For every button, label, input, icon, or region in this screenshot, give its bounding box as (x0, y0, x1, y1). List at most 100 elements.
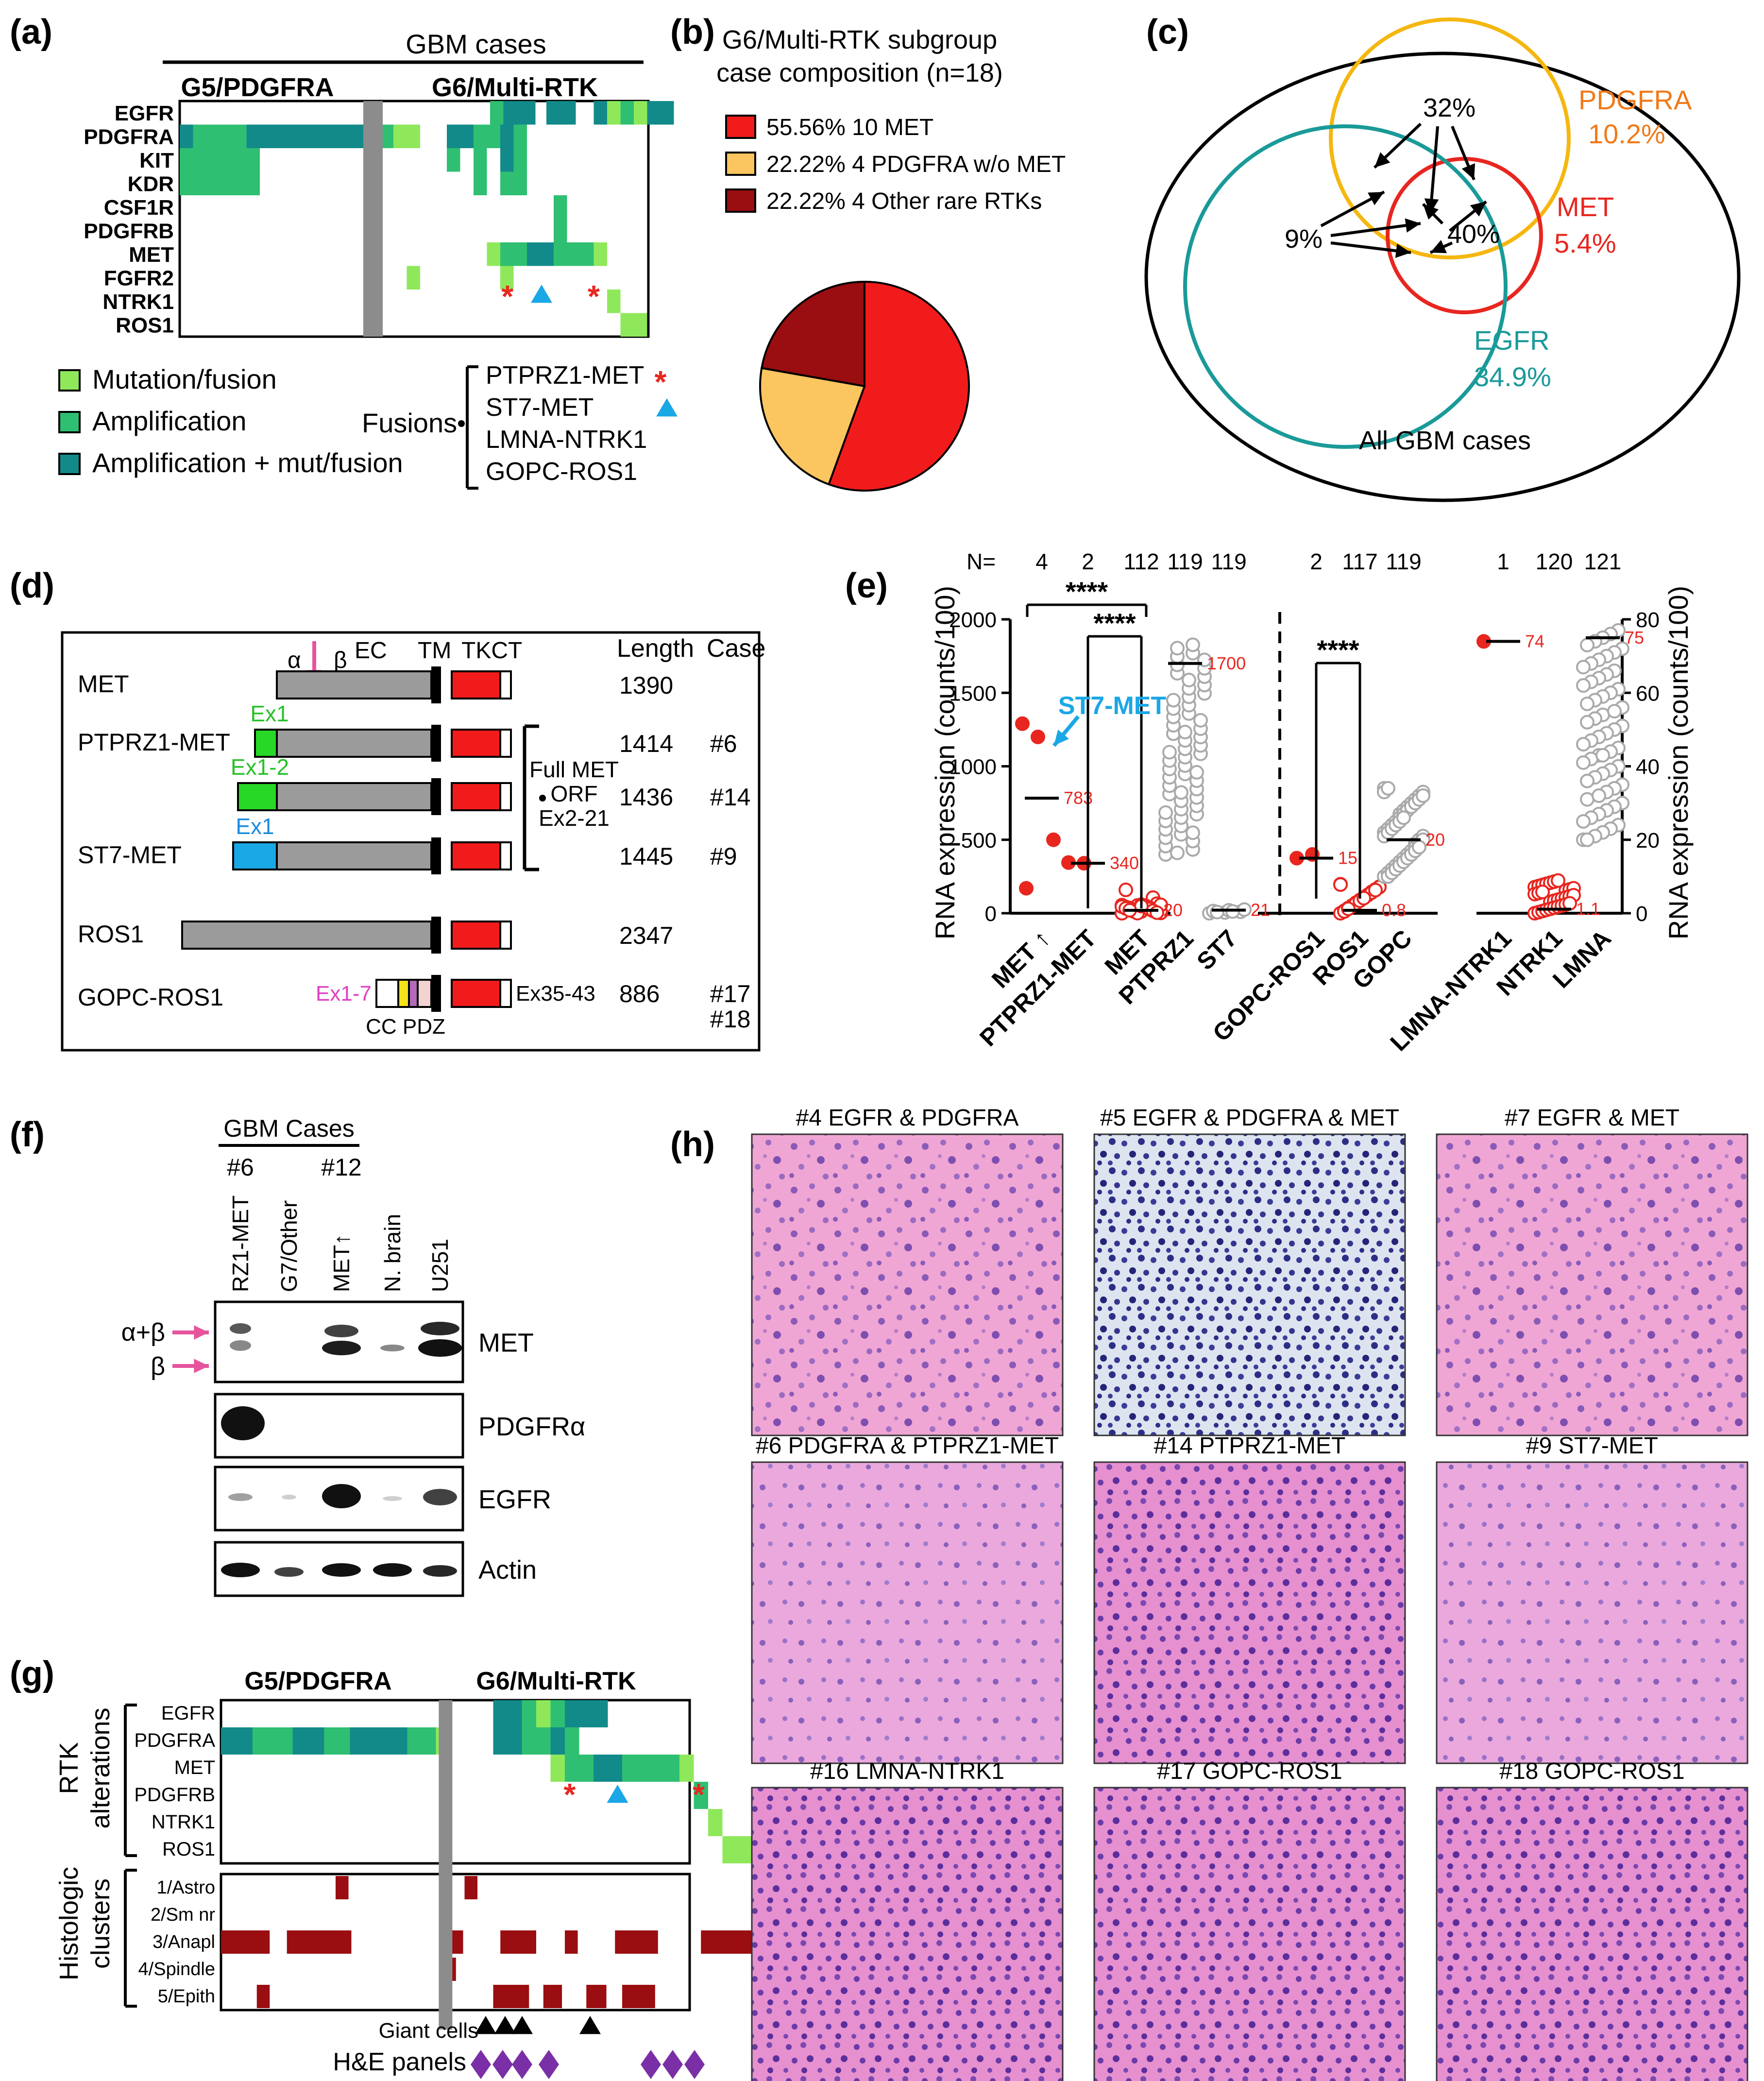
f-band-egfr (423, 1489, 457, 1505)
g-cell-PDGFRA (536, 1727, 551, 1755)
a-cell-PDGFRA (193, 124, 206, 148)
e-dot-gopc (1416, 788, 1430, 803)
e-dot-st7 (1210, 904, 1224, 920)
g-hist-label: Histologic (54, 1867, 84, 1980)
f-band-met (230, 1340, 251, 1351)
b-legend-swatch (725, 188, 756, 213)
c-arrow-32-head (1461, 163, 1476, 180)
d-gopc-ct (499, 979, 512, 1008)
g-cell-ROS1 (722, 1836, 737, 1863)
e-dot-ptprz1 (1170, 641, 1185, 656)
e-dot-ptprz1 (1178, 725, 1192, 740)
d-row-length: 1390 (619, 672, 673, 699)
e-ylabel-right: RNA expression (counts/100) (1663, 586, 1694, 939)
g-giant-cell-marker (579, 2016, 601, 2034)
e-median-label: 20 (1425, 830, 1445, 850)
e-dot-lmna (1576, 814, 1591, 829)
a-header: GBM cases (406, 29, 546, 59)
d-bar-ptprz1-met-6-ct (499, 729, 512, 758)
g-he-panel-marker (492, 2050, 513, 2079)
e-ticklabel-left: 1000 (949, 755, 997, 779)
e-dot-ptprz1 (1182, 672, 1196, 687)
g-giant-cell-marker (475, 2016, 496, 2034)
e-dot-gopc (1396, 810, 1411, 825)
a-cell-KDR (180, 171, 193, 195)
d-domain-tkct: TKCT (461, 638, 522, 664)
g-cell-PDGFRA (422, 1727, 436, 1755)
a-cell-KDR (193, 171, 206, 195)
d-gopc-link (417, 979, 432, 1008)
d-gopc-pdz (408, 979, 419, 1008)
g-cluster-row-label: 4/Spindle (138, 1959, 215, 1979)
a-cell-EGFR (546, 101, 576, 125)
g-cell-NTRK1 (708, 1809, 723, 1836)
a-cell-EGFR (634, 101, 647, 125)
f-blot-label: PDGFRα (478, 1412, 585, 1441)
c-arrow-32-head (1374, 152, 1391, 168)
panel-label-h: (h) (670, 1125, 715, 1164)
a-gene-label: EGFR (115, 102, 174, 125)
g-cell-MET (622, 1755, 637, 1782)
f-lane-label: MET↑ (329, 1234, 354, 1292)
a-legend-triangle (656, 398, 678, 417)
d-bar-met-ct (499, 670, 512, 699)
g-cell-MET (565, 1755, 579, 1782)
b-pie-slice-2 (760, 280, 865, 388)
g-cell-PDGFRA (522, 1727, 536, 1755)
f-band-actin (221, 1563, 260, 1577)
d-row-case: #6 (710, 730, 737, 757)
h-panel-title: #6 PDGFRA & PTPRZ1-MET (756, 1433, 1059, 1459)
a-cell-MET (513, 242, 527, 266)
h-he-image (1436, 1787, 1748, 2081)
a-cell-KIT (447, 148, 460, 172)
d-gopc-kinase (451, 979, 501, 1008)
d-bracket-label: Full MET (529, 757, 619, 782)
d-row-name: ST7-MET (78, 841, 182, 869)
f-band-met (380, 1345, 405, 1351)
d-header-case: Case (707, 634, 765, 663)
panel-label-b: (b) (670, 13, 715, 51)
d-row-length: 886 (619, 980, 660, 1007)
f-band-met (322, 1341, 361, 1355)
e-dot-ptprz1 (1189, 765, 1204, 780)
g-cluster-cell-3/Anapl (221, 1930, 270, 1954)
e-dot-ptprz1 (1174, 785, 1188, 800)
a-fusions-dot (458, 420, 465, 427)
e-ticklabel-left: 0 (985, 902, 997, 926)
e-n-value: 2 (1082, 549, 1094, 574)
g-cell-PDGFRA (493, 1727, 508, 1755)
d-bar-st7-met-ec (276, 841, 432, 870)
c-label-pdgfra: PDGFRA (1578, 85, 1692, 115)
d-row-name: GOPC-ROS1 (78, 984, 223, 1011)
e-n-value: 119 (1211, 549, 1246, 574)
c-arrow-9-head (1395, 243, 1411, 258)
g-rtk-row-label: NTRK1 (152, 1811, 215, 1833)
g-cell-EGFR (522, 1700, 536, 1727)
f-arrow-head (194, 1325, 209, 1340)
d-row-length: 1445 (619, 843, 673, 870)
a-gene-label: MET (129, 243, 174, 267)
e-callout-st7-met: ST7-MET (1058, 692, 1167, 720)
d-row-name: MET (78, 670, 129, 698)
e-callout-arrow-head (1054, 730, 1069, 746)
a-cell-PDGFRA (460, 124, 474, 148)
g-group-g6: G6/Multi-RTK (476, 1667, 636, 1695)
g-cluster-row-label: 5/Epith (158, 1986, 215, 2007)
d-gopc-box (375, 979, 399, 1008)
g-cluster-cell-1/Astro (464, 1876, 478, 1899)
d-bar-ptprz1-met-6-tm (431, 725, 441, 762)
e-dot-ptprz1 (1193, 713, 1208, 728)
e-dot-ntrk1 (1535, 885, 1550, 900)
g-he-panel-marker (641, 2050, 661, 2079)
a-cell-KIT (233, 148, 247, 172)
e-median-label: 340 (1110, 853, 1139, 873)
g-cluster-cell-5/Epith (543, 1985, 562, 2008)
f-band-actin (423, 1565, 457, 1577)
d-row-name: ROS1 (78, 921, 144, 948)
a-cell-PDGFRA (407, 124, 420, 148)
d-bar-ros1-ct (499, 921, 512, 950)
a-cell-ROS1 (620, 313, 634, 337)
e-median-label: 15 (1338, 848, 1357, 868)
a-cell-PDGFRB (554, 219, 567, 242)
f-case-id: #12 (321, 1154, 361, 1181)
